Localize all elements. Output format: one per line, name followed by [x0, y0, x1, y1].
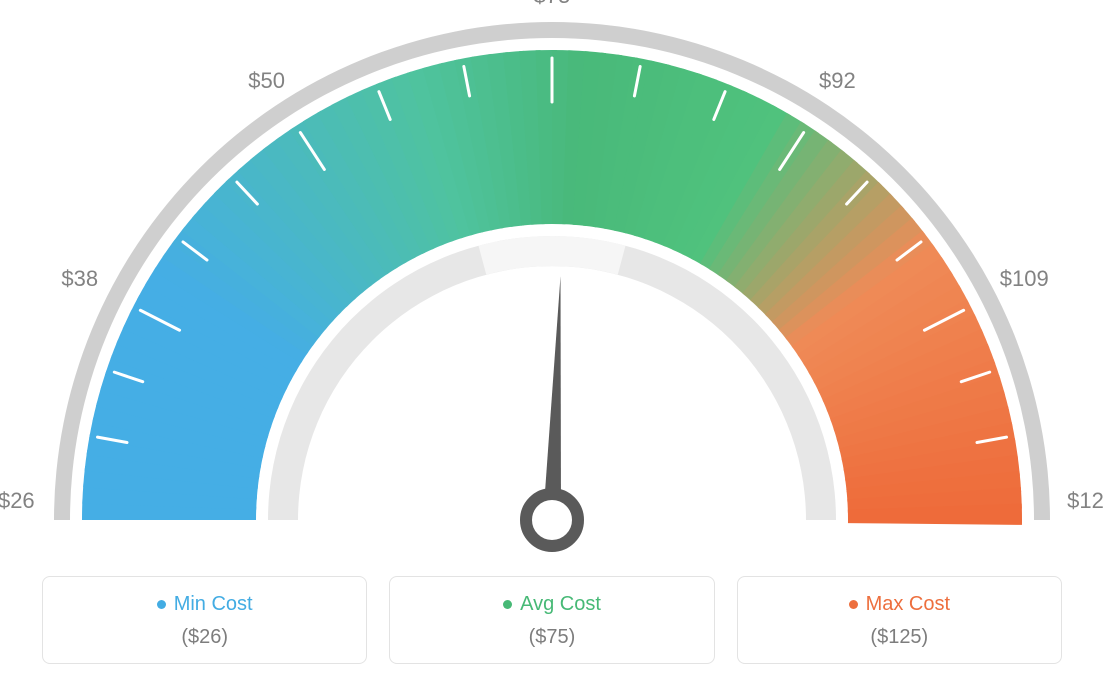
gauge-area: $26 $38 $50 $75 $92 $109 $125 — [0, 0, 1104, 560]
legend-label: Min Cost — [174, 593, 253, 616]
dot-icon — [157, 600, 166, 609]
legend-value: ($125) — [748, 626, 1051, 649]
cost-gauge-chart: { "gauge": { "type": "gauge", "center_x"… — [0, 0, 1104, 690]
legend-label: Avg Cost — [520, 593, 601, 616]
legend-row: Min Cost ($26) Avg Cost ($75) Max Cost (… — [42, 576, 1062, 664]
legend-title-min: Min Cost — [157, 593, 253, 616]
legend-card-min: Min Cost ($26) — [42, 576, 367, 664]
gauge-tick-label: $92 — [819, 68, 856, 94]
gauge-tick-label: $38 — [61, 266, 98, 292]
gauge-tick-label: $75 — [534, 0, 571, 9]
legend-title-avg: Avg Cost — [503, 593, 601, 616]
gauge-tick-label: $109 — [1000, 266, 1049, 292]
dot-icon — [849, 600, 858, 609]
legend-title-max: Max Cost — [849, 593, 950, 616]
dot-icon — [503, 600, 512, 609]
legend-card-max: Max Cost ($125) — [737, 576, 1062, 664]
gauge-svg — [0, 0, 1104, 560]
gauge-tick-label: $125 — [1067, 488, 1104, 514]
gauge-tick-label: $50 — [248, 68, 285, 94]
legend-value: ($26) — [53, 626, 356, 649]
legend-label: Max Cost — [866, 593, 950, 616]
gauge-tick-label: $26 — [0, 488, 35, 514]
legend-value: ($75) — [400, 626, 703, 649]
legend-card-avg: Avg Cost ($75) — [389, 576, 714, 664]
